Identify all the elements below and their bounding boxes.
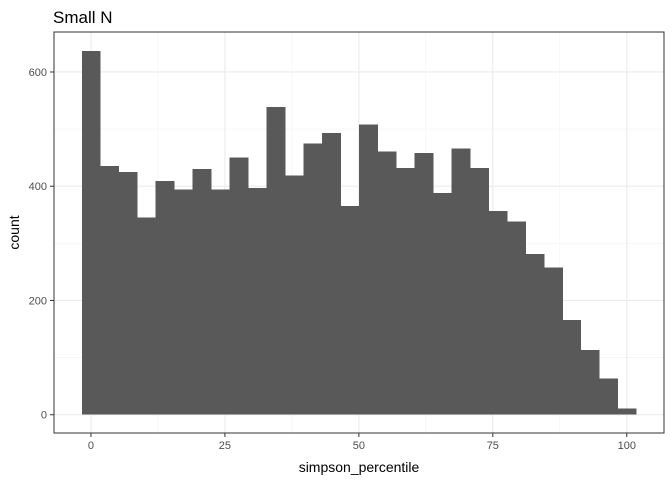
histogram-bar bbox=[266, 106, 286, 415]
histogram-bar bbox=[285, 175, 304, 415]
histogram-bar bbox=[525, 254, 545, 415]
bars bbox=[81, 50, 637, 415]
x-tick-label: 75 bbox=[487, 440, 499, 452]
x-axis-title: simpson_percentile bbox=[299, 459, 420, 475]
histogram-bar bbox=[599, 378, 619, 415]
histogram-bar bbox=[432, 193, 452, 415]
y-axis-title: count bbox=[6, 215, 22, 249]
histogram-bar bbox=[192, 169, 212, 415]
histogram-bar bbox=[580, 350, 600, 415]
histogram-bar bbox=[248, 187, 268, 415]
y-tick-label: 0 bbox=[41, 410, 47, 422]
chart-title: Small N bbox=[53, 8, 113, 27]
histogram-bar bbox=[506, 221, 526, 415]
histogram-bar bbox=[562, 319, 582, 415]
histogram-bar bbox=[137, 217, 157, 415]
histogram-bar bbox=[229, 157, 249, 415]
histogram-bar bbox=[543, 267, 563, 415]
histogram-bar bbox=[617, 408, 637, 415]
y-tick-label: 600 bbox=[29, 67, 47, 79]
histogram-bar bbox=[322, 133, 341, 415]
x-tick-label: 0 bbox=[88, 440, 94, 452]
histogram-bar bbox=[377, 151, 397, 415]
histogram-bar bbox=[100, 166, 120, 415]
x-tick-label: 25 bbox=[219, 440, 231, 452]
histogram-bar bbox=[211, 189, 231, 415]
axes: 0 25 50 75 100 0 200 400 600 bbox=[29, 67, 636, 452]
histogram-bar bbox=[359, 124, 378, 415]
x-tick-label: 100 bbox=[618, 440, 636, 452]
y-tick-label: 400 bbox=[29, 181, 47, 193]
histogram-bar bbox=[469, 167, 489, 415]
y-tick-label: 200 bbox=[29, 295, 47, 307]
histogram-bar bbox=[488, 210, 508, 415]
histogram-bar bbox=[414, 153, 434, 415]
histogram-bar bbox=[155, 181, 175, 415]
histogram-bar bbox=[395, 167, 415, 415]
histogram-bar bbox=[118, 171, 138, 415]
histogram-bar bbox=[451, 148, 471, 415]
histogram-bar bbox=[303, 143, 323, 415]
histogram-bar bbox=[81, 50, 101, 415]
histogram-bar bbox=[174, 189, 194, 415]
x-tick-label: 50 bbox=[353, 440, 365, 452]
histogram-bar bbox=[340, 206, 360, 415]
